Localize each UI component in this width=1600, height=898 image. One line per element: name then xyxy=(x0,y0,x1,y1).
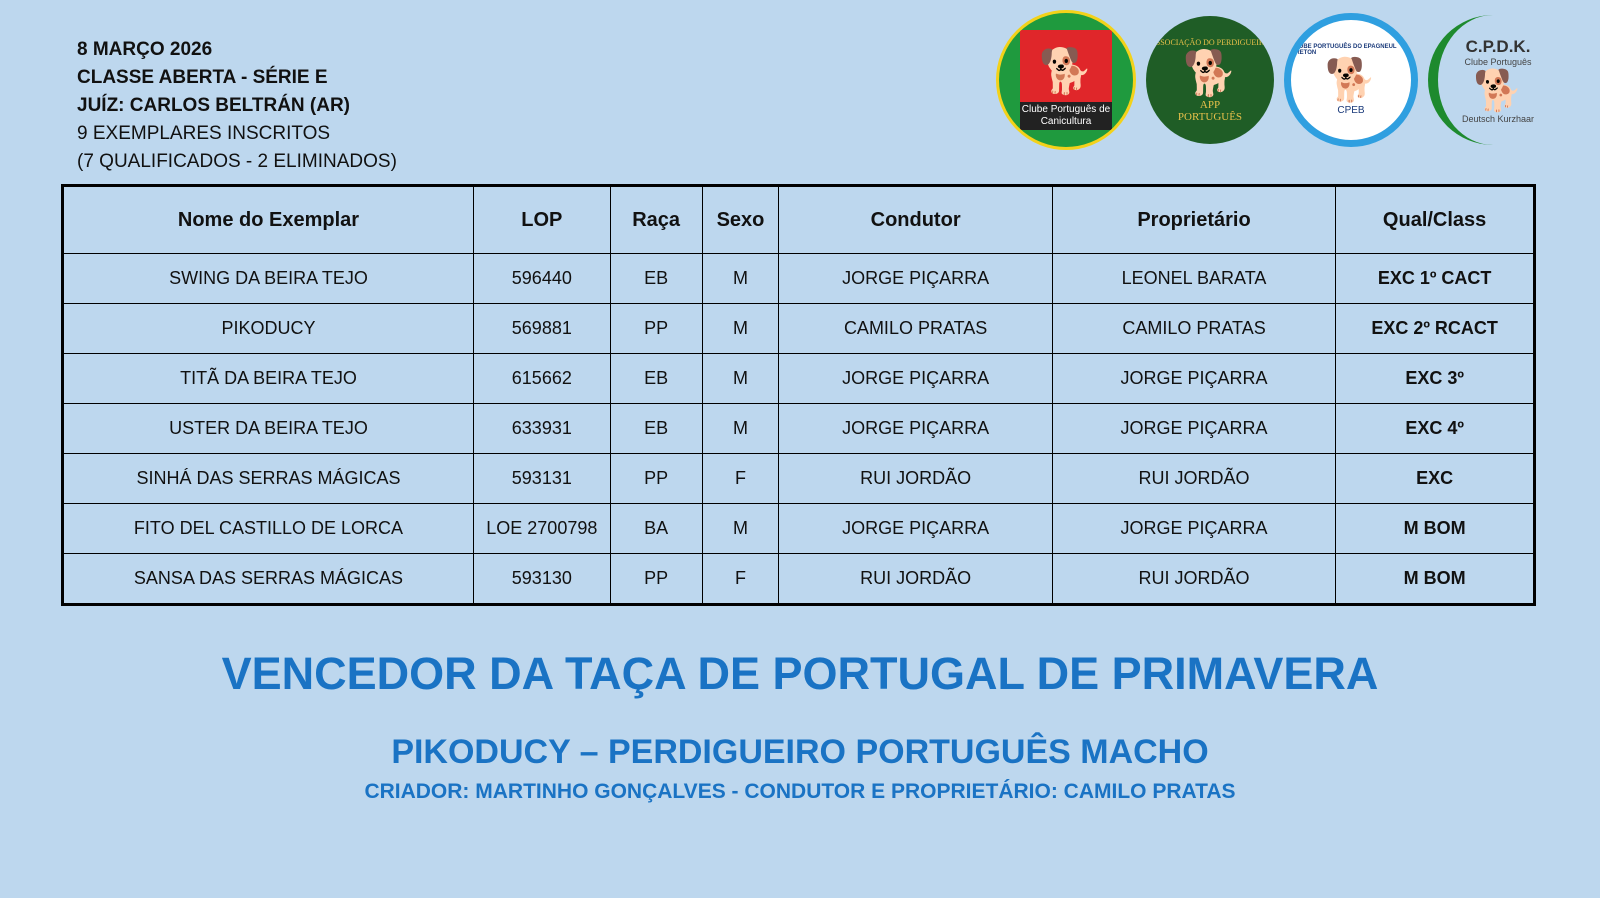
table-cell: USTER DA BEIRA TEJO xyxy=(62,403,474,454)
logo-cpdk-title: C.P.D.K. xyxy=(1465,36,1531,56)
table-cell: M xyxy=(701,253,780,304)
table-cell: 569881 xyxy=(472,303,611,354)
table-cell: EB xyxy=(609,403,703,454)
logo-cpeb-bottom: CPEB xyxy=(1337,105,1365,116)
table-cell: 615662 xyxy=(472,353,611,404)
event-date: 8 MARÇO 2026 xyxy=(77,39,213,60)
table-cell: M xyxy=(701,503,780,554)
table-cell: SINHÁ DAS SERRAS MÁGICAS xyxy=(62,453,474,504)
table-row: SINHÁ DAS SERRAS MÁGICAS 593131 PP F RUI JOR… xyxy=(62,453,1535,504)
logo-cpdk-side: Deutsch Kurzhaar xyxy=(1461,113,1535,124)
table-cell: EXC 3º xyxy=(1335,353,1535,404)
table-cell: JORGE PIÇARRA xyxy=(1051,353,1337,404)
logo-cpc-caption: Clube Português de Canicultura xyxy=(1020,102,1112,130)
table-cell: RUI JORDÃO xyxy=(778,453,1053,504)
table-cell: PIKODUCY xyxy=(62,303,474,354)
table-cell: CAMILO PRATAS xyxy=(1051,303,1337,354)
dog-icon: 🐕 xyxy=(1038,47,1094,96)
table-cell: JORGE PIÇARRA xyxy=(1051,403,1337,454)
column-header: Sexo xyxy=(701,185,780,254)
logo-cpdk-sub: Clube Português xyxy=(1464,56,1532,67)
logos: 🐕 Clube Português de Canicultura ASSOCIA… xyxy=(996,10,1558,150)
column-header: Qual/Class xyxy=(1335,185,1535,254)
column-header: Proprietário xyxy=(1051,185,1337,254)
results-table: Nome do Exemplar LOP Raça Sexo Condutor Propr… xyxy=(61,184,1536,606)
table-cell: PP xyxy=(609,303,703,354)
winner-dog: PIKODUCY – PERDIGUEIRO PORTUGUÊS MACHO xyxy=(391,733,1209,771)
table-cell: CAMILO PRATAS xyxy=(778,303,1053,354)
table-cell: FITO DEL CASTILLO DE LORCA xyxy=(62,503,474,554)
dog-icon: 🐕 xyxy=(1324,56,1378,103)
table-cell: F xyxy=(701,553,780,605)
table-cell: JORGE PIÇARRA xyxy=(778,353,1053,404)
table-cell: JORGE PIÇARRA xyxy=(778,503,1053,554)
logo-app-mid: APP xyxy=(1199,98,1221,111)
logo-cpeb: CLUBE PORTUGUÊS DO EPAGNEUL BRETON 🐕 CPE… xyxy=(1284,13,1418,147)
table-cell: PP xyxy=(609,553,703,605)
table-cell: 593130 xyxy=(472,553,611,605)
winner-details: CRIADOR: MARTINHO GONÇALVES - CONDUTOR E… xyxy=(364,780,1236,803)
table-cell: RUI JORDÃO xyxy=(1051,553,1337,605)
winner-title: VENCEDOR DA TAÇA DE PORTUGAL DE PRIMAVER… xyxy=(221,648,1379,699)
table-cell: LEONEL BARATA xyxy=(1051,253,1337,304)
table-cell: 633931 xyxy=(472,403,611,454)
table-cell: EB xyxy=(609,253,703,304)
table-header: Nome do Exemplar LOP Raça Sexo Condutor Propr… xyxy=(62,185,1535,254)
table-cell: 596440 xyxy=(472,253,611,304)
logo-cpeb-top: CLUBE PORTUGUÊS DO EPAGNEUL BRETON xyxy=(1291,44,1397,56)
dog-icon: 🐕 xyxy=(1473,68,1523,113)
event-entries: 9 EXEMPLARES INSCRITOS xyxy=(77,123,331,144)
table-cell: SWING DA BEIRA TEJO xyxy=(62,253,474,304)
column-header: LOP xyxy=(472,185,611,254)
table-row: TITÃ DA BEIRA TEJO 615662 EB M JORGE PIÇARRA… xyxy=(62,353,1535,404)
event-info: 8 MARÇO 2026 CLASSE ABERTA - SÉRIE E JUÍ… xyxy=(77,36,397,176)
table-cell: LOE 2700798 xyxy=(472,503,611,554)
event-summary: (7 QUALIFICADOS - 2 ELIMINADOS) xyxy=(77,151,397,172)
table-cell: M BOM xyxy=(1335,553,1535,605)
table-cell: M BOM xyxy=(1335,503,1535,554)
event-judge: JUÍZ: CARLOS BELTRÁN (AR) xyxy=(77,95,351,116)
table-cell: M xyxy=(701,353,780,404)
table-cell: RUI JORDÃO xyxy=(778,553,1053,605)
table-row: USTER DA BEIRA TEJO 633931 EB M JORGE PIÇARR… xyxy=(62,403,1535,454)
table-cell: JORGE PIÇARRA xyxy=(1051,503,1337,554)
event-class: CLASSE ABERTA - SÉRIE E xyxy=(77,67,328,88)
logo-cpdk: C.P.D.K. Clube Português 🐕 Deutsch Kurzh… xyxy=(1428,15,1558,145)
table-cell: TITÃ DA BEIRA TEJO xyxy=(62,353,474,404)
table-cell: F xyxy=(701,453,780,504)
table-cell: M xyxy=(701,403,780,454)
dog-icon: 🐕 xyxy=(1182,48,1238,98)
table-cell: EXC 1º CACT xyxy=(1335,253,1535,304)
logo-cpc: 🐕 Clube Português de Canicultura xyxy=(996,10,1136,150)
table-cell: EXC xyxy=(1335,453,1535,504)
table-cell: RUI JORDÃO xyxy=(1051,453,1337,504)
table-cell: 593131 xyxy=(472,453,611,504)
table-row: PIKODUCY 569881 PP M CAMILO PRATAS CAMILO PRA… xyxy=(62,303,1535,354)
logo-app-bottom: PORTUGUÊS xyxy=(1177,110,1243,123)
table-row: SWING DA BEIRA TEJO 596440 EB M JORGE PIÇARR… xyxy=(62,253,1535,304)
column-header: Raça xyxy=(609,185,703,254)
table-cell: JORGE PIÇARRA xyxy=(778,403,1053,454)
table-cell: PP xyxy=(609,453,703,504)
table-cell: BA xyxy=(609,503,703,554)
table-cell: EXC 4º xyxy=(1335,403,1535,454)
table-cell: JORGE PIÇARRA xyxy=(778,253,1053,304)
column-header: Nome do Exemplar xyxy=(62,185,474,254)
table-cell: EB xyxy=(609,353,703,404)
table-row: SANSA DAS SERRAS MÁGICAS 593130 PP F RUI JOR… xyxy=(62,553,1535,605)
logo-app: ASSOCIAÇÃO DO PERDIGUEIRO 🐕 APP PORTUGUÊ… xyxy=(1146,16,1274,144)
table-cell: SANSA DAS SERRAS MÁGICAS xyxy=(62,553,474,605)
logo-app-top: ASSOCIAÇÃO DO PERDIGUEIRO xyxy=(1149,37,1270,47)
table-cell: EXC 2º RCACT xyxy=(1335,303,1535,354)
table-cell: M xyxy=(701,303,780,354)
table-row: FITO DEL CASTILLO DE LORCA LOE 2700798 BA M… xyxy=(62,503,1535,554)
column-header: Condutor xyxy=(778,185,1053,254)
